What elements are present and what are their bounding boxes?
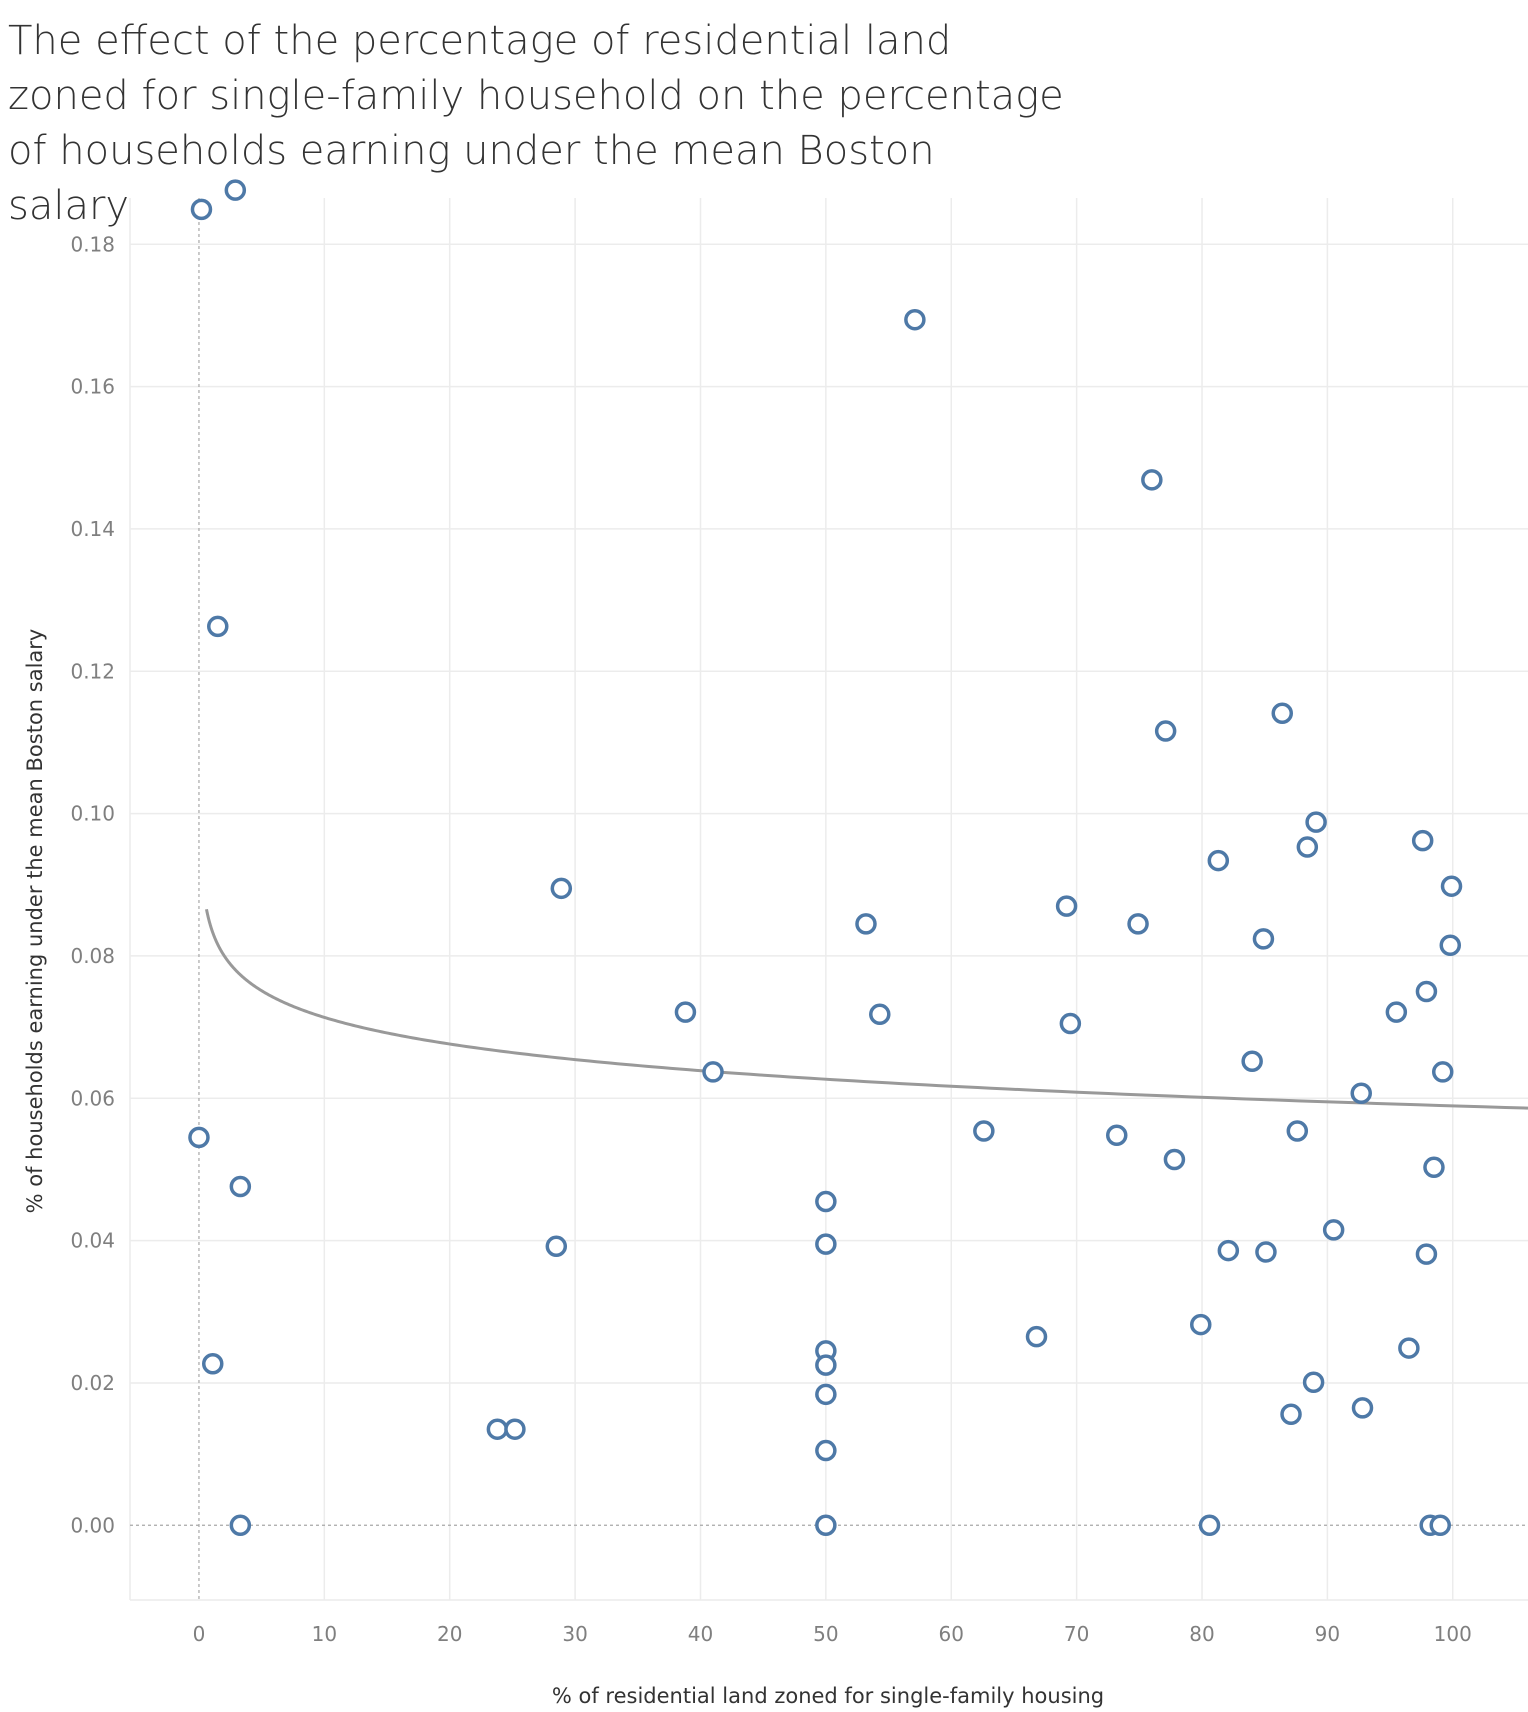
- data-point: [1055, 895, 1078, 917]
- x-tick-label: 10: [312, 1622, 337, 1646]
- data-point: [674, 1001, 697, 1023]
- data-point: [815, 1514, 837, 1537]
- data-point: [1286, 1120, 1309, 1142]
- data-point: [1059, 1012, 1082, 1035]
- data-point: [224, 179, 247, 201]
- x-tick-label: 20: [437, 1622, 462, 1646]
- data-point: [855, 913, 877, 935]
- y-tick-label: 0.00: [70, 1513, 115, 1537]
- data-point: [1127, 913, 1149, 935]
- data-point: [1302, 1371, 1325, 1393]
- data-point: [188, 1126, 210, 1149]
- data-point: [1429, 1514, 1451, 1537]
- data-point: [1385, 1001, 1408, 1023]
- chart-title: The effect of the percentage of resident…: [8, 18, 1064, 229]
- data-point: [1025, 1325, 1048, 1348]
- data-point: [1350, 1082, 1372, 1105]
- data-point: [1198, 1514, 1221, 1537]
- y-tick-label: 0.08: [70, 944, 115, 968]
- data-point: [1271, 702, 1294, 725]
- x-axis-ticks: 0 10 20 30 40 50 60 70 80 90 100: [193, 1622, 1472, 1646]
- data-point: [1423, 1156, 1445, 1179]
- y-tick-label: 0.10: [70, 802, 115, 826]
- data-point: [1415, 980, 1438, 1003]
- data-point: [1154, 720, 1177, 742]
- y-tick-label: 0.06: [70, 1086, 115, 1110]
- x-tick-label: 50: [813, 1622, 838, 1646]
- data-point: [1190, 1313, 1212, 1336]
- y-tick-label: 0.12: [70, 659, 115, 683]
- data-point: [190, 198, 213, 221]
- data-point: [1398, 1337, 1420, 1359]
- data-point: [504, 1418, 526, 1440]
- data-point: [1255, 1241, 1277, 1263]
- data-point: [202, 1352, 224, 1375]
- data-point: [1415, 1243, 1438, 1265]
- data-point: [973, 1120, 995, 1142]
- trend-line: [205, 908, 1528, 1110]
- data-point: [1351, 1397, 1374, 1419]
- data-points: [188, 179, 1463, 1537]
- x-tick-label: 60: [939, 1622, 964, 1646]
- data-point: [1105, 1124, 1128, 1147]
- data-point: [1241, 1050, 1263, 1073]
- data-point: [545, 1235, 568, 1258]
- data-point: [1280, 1403, 1302, 1426]
- x-tick-label: 100: [1434, 1622, 1472, 1646]
- x-tick-label: 80: [1189, 1622, 1214, 1646]
- data-point: [1440, 875, 1463, 897]
- data-point: [486, 1418, 509, 1440]
- x-tick-label: 70: [1064, 1622, 1089, 1646]
- data-point: [869, 1003, 891, 1026]
- data-point: [550, 877, 573, 900]
- data-point: [1217, 1239, 1240, 1262]
- y-tick-label: 0.04: [70, 1229, 115, 1253]
- data-point: [815, 1190, 837, 1213]
- data-point: [1141, 469, 1163, 491]
- data-point: [1431, 1061, 1454, 1083]
- data-point: [1439, 934, 1462, 957]
- y-axis-title: % of households earning under the mean B…: [23, 629, 47, 1214]
- y-tick-label: 0.14: [70, 517, 115, 541]
- data-point: [229, 1514, 252, 1537]
- data-point: [904, 308, 926, 331]
- x-axis-title: % of residential land zoned for single-f…: [552, 1684, 1104, 1708]
- data-point: [815, 1233, 837, 1255]
- data-point: [1163, 1148, 1186, 1171]
- data-point: [815, 1354, 837, 1376]
- x-tick-label: 40: [688, 1622, 713, 1646]
- data-point: [1305, 811, 1327, 833]
- x-tick-label: 90: [1315, 1622, 1340, 1646]
- data-point: [229, 1175, 252, 1198]
- data-point: [1411, 829, 1434, 852]
- data-point: [1296, 836, 1319, 858]
- x-tick-label: 0: [193, 1622, 206, 1646]
- data-point: [207, 615, 229, 638]
- data-point: [815, 1383, 837, 1406]
- data-point: [1322, 1219, 1345, 1241]
- x-tick-label: 30: [562, 1622, 587, 1646]
- data-point: [815, 1439, 837, 1462]
- y-tick-label: 0.16: [70, 375, 115, 399]
- data-point: [1252, 928, 1275, 950]
- y-tick-label: 0.18: [70, 232, 115, 256]
- y-axis-ticks: 0.00 0.02 0.04 0.06 0.08 0.10 0.12 0.14 0.16 0.18: [70, 232, 115, 1537]
- data-point: [702, 1061, 724, 1083]
- y-tick-label: 0.02: [70, 1371, 115, 1395]
- data-point: [1207, 849, 1230, 872]
